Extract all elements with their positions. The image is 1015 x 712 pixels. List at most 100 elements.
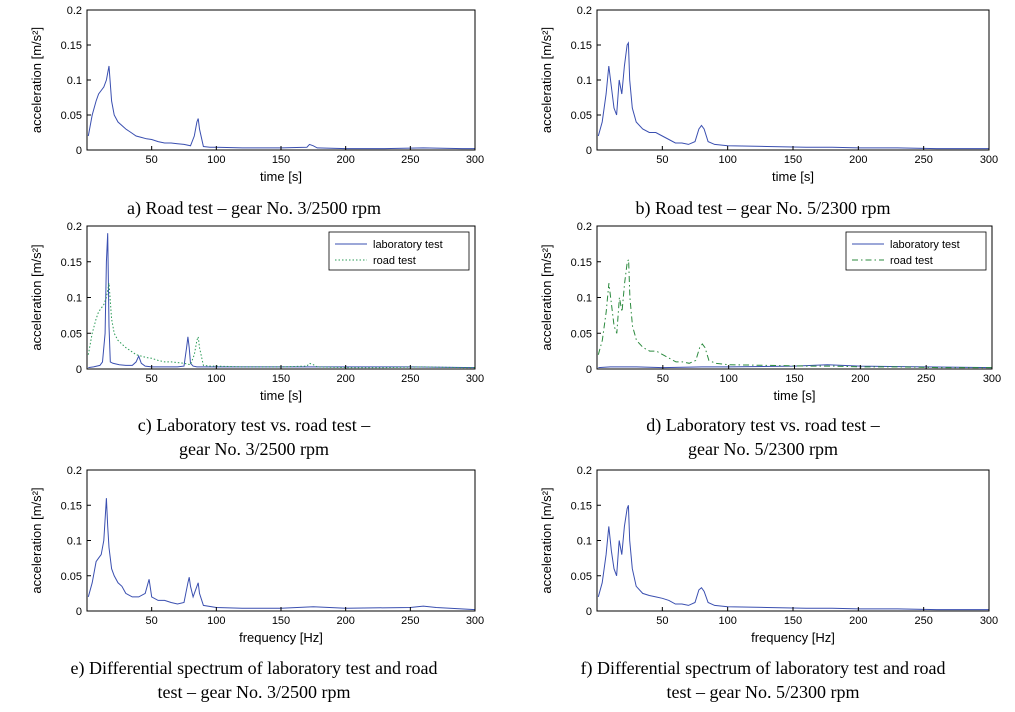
x-tick-label: 250: [401, 154, 419, 166]
x-tick-label: 200: [336, 154, 354, 166]
x-tick-label: 50: [146, 615, 158, 627]
series-line-data: [597, 41, 989, 150]
y-tick-label: 0.15: [571, 500, 592, 512]
legend-box: [845, 231, 987, 271]
y-tick-label: 0.1: [577, 293, 592, 305]
x-axis-label: time [s]: [772, 169, 814, 184]
y-tick-label: 0.15: [571, 257, 592, 269]
x-tick-label: 300: [466, 154, 484, 166]
panel-caption: e) Differential spectrum of laboratory t…: [70, 658, 437, 679]
x-tick-label: 150: [272, 373, 290, 385]
y-tick-label: 0.1: [67, 293, 82, 305]
panel-caption: gear No. 5/2300 rpm: [688, 439, 838, 459]
x-tick-label: 50: [656, 154, 668, 166]
x-tick-label: 200: [851, 373, 869, 385]
panel-caption: f) Differential spectrum of laboratory t…: [580, 658, 945, 679]
chart-panel-b: 50 100 150 200 250 300 0 0.05 0.1 0.15 0.2 time [s]…: [539, 5, 998, 219]
x-axis-label: frequency [Hz]: [751, 630, 835, 645]
legend-label: road test: [890, 255, 933, 267]
x-tick-label: 100: [207, 373, 225, 385]
series-line-laboratory-test: [598, 364, 993, 369]
x-tick-label: 200: [849, 615, 867, 627]
x-tick-label: 100: [718, 154, 736, 166]
panel-caption: c) Laboratory test vs. road test –: [138, 415, 371, 436]
legend: laboratory test road test: [845, 231, 987, 271]
x-tick-label: 250: [917, 373, 935, 385]
panel-caption: test – gear No. 3/2500 rpm: [158, 682, 351, 702]
y-tick-label: 0.2: [577, 5, 592, 17]
y-tick-label: 0.2: [67, 221, 82, 233]
y-tick-label: 0: [586, 364, 592, 376]
x-axis-label: time [s]: [774, 388, 816, 403]
y-tick-label: 0.2: [67, 465, 82, 477]
x-tick-label: 300: [983, 373, 1001, 385]
series-line-laboratory-test: [88, 233, 476, 369]
legend-label: road test: [373, 255, 416, 267]
y-tick-label: 0.2: [577, 221, 592, 233]
y-tick-label: 0: [586, 606, 592, 618]
y-axis-label: acceleration [m/s²]: [539, 244, 554, 350]
x-tick-label: 150: [272, 615, 290, 627]
y-tick-label: 0.1: [577, 75, 592, 87]
y-axis-label: acceleration [m/s²]: [29, 487, 44, 593]
y-tick-label: 0: [76, 606, 82, 618]
y-axis-label: acceleration [m/s²]: [29, 27, 44, 133]
x-tick-label: 150: [272, 154, 290, 166]
y-tick-label: 0.15: [61, 40, 82, 52]
y-tick-label: 0.15: [61, 257, 82, 269]
y-tick-label: 0: [76, 364, 82, 376]
y-axis-label: acceleration [m/s²]: [539, 27, 554, 133]
y-tick-label: 0.05: [571, 571, 592, 583]
legend-label: laboratory test: [890, 239, 960, 251]
y-tick-label: 0.05: [571, 110, 592, 122]
legend-label: laboratory test: [373, 239, 443, 251]
x-tick-label: 200: [849, 154, 867, 166]
chart-panel-c: 50 100 150 200 250 300 0 0.05 0.1 0.15 0.2 time [s]…: [29, 221, 484, 459]
y-axis-label: acceleration [m/s²]: [539, 487, 554, 593]
x-tick-label: 300: [466, 373, 484, 385]
panel-caption: test – gear No. 5/2300 rpm: [667, 682, 860, 702]
x-tick-label: 50: [146, 373, 158, 385]
x-tick-label: 50: [656, 615, 668, 627]
legend-box: [328, 231, 470, 271]
x-tick-label: 100: [207, 154, 225, 166]
x-tick-label: 200: [336, 373, 354, 385]
plot-frame: [596, 469, 990, 612]
series-line-data: [597, 505, 989, 611]
chart-panel-a: 50 100 150 200 250 300 0 0.05 0.1 0.15 0.2 time [s]…: [29, 5, 484, 219]
chart-panel-f: 50 100 150 200 250 300 0 0.05 0.1 0.15 0.2 frequenc…: [539, 465, 998, 702]
y-tick-label: 0.1: [67, 536, 82, 548]
y-tick-label: 0.15: [61, 500, 82, 512]
x-tick-label: 150: [784, 154, 802, 166]
panel-caption: gear No. 3/2500 rpm: [179, 439, 329, 459]
x-tick-label: 250: [401, 373, 419, 385]
x-tick-label: 100: [207, 615, 225, 627]
y-tick-label: 0.1: [577, 536, 592, 548]
x-axis-label: time [s]: [260, 169, 302, 184]
x-tick-label: 50: [146, 154, 158, 166]
x-tick-label: 300: [980, 154, 998, 166]
y-tick-label: 0.05: [61, 328, 82, 340]
plot-frame: [86, 9, 476, 151]
series-line-data: [87, 65, 475, 150]
y-axis-label: acceleration [m/s²]: [29, 244, 44, 350]
y-tick-label: 0.05: [61, 571, 82, 583]
y-tick-label: 0: [76, 145, 82, 157]
x-axis-label: time [s]: [260, 388, 302, 403]
y-tick-label: 0.05: [61, 110, 82, 122]
chart-panel-d: 50 100 150 200 250 300 0 0.05 0.1 0.15 0.2 time [s]…: [539, 221, 1001, 459]
x-tick-label: 300: [466, 615, 484, 627]
series-line-road-test: [87, 283, 475, 369]
panel-caption: a) Road test – gear No. 3/2500 rpm: [127, 198, 381, 219]
y-tick-label: 0: [586, 145, 592, 157]
x-tick-label: 250: [914, 154, 932, 166]
x-tick-label: 100: [719, 373, 737, 385]
panel-caption: b) Road test – gear No. 5/2300 rpm: [636, 198, 891, 219]
series-line-data: [87, 498, 476, 611]
x-axis-label: frequency [Hz]: [239, 630, 323, 645]
x-tick-label: 300: [980, 615, 998, 627]
y-tick-label: 0.15: [571, 40, 592, 52]
y-tick-label: 0.1: [67, 75, 82, 87]
x-tick-label: 150: [784, 615, 802, 627]
